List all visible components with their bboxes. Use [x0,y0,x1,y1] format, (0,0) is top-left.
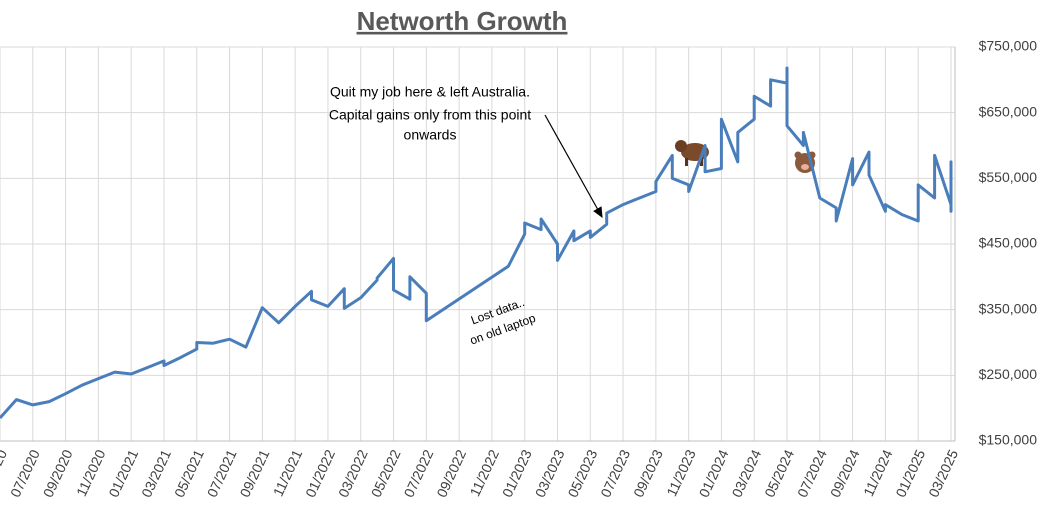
x-tick-label: 03/2023 [532,447,568,500]
x-tick-label: 03/2024 [728,447,764,500]
x-tick-label: 07/2024 [794,447,830,500]
x-tick-label: 01/2024 [696,447,732,500]
x-tick-label: 01/2021 [105,447,141,500]
y-tick-label: $450,000 [979,235,1038,251]
x-tick-label: 05/2024 [761,447,797,500]
x-tick-label: 11/2020 [73,447,109,499]
x-tick-label: 05/2022 [368,447,404,500]
x-tick-label: 07/2022 [400,447,436,500]
annotation: Quit my job here & left Australia. [330,84,530,100]
x-tick-label: 11/2024 [860,447,896,499]
x-tick-label: 11/2021 [270,447,306,499]
x-tick-label: 03/2021 [138,447,174,500]
y-tick-label: $150,000 [979,432,1038,448]
x-tick-label: 07/2023 [597,447,633,500]
x-tick-label: 01/2025 [892,447,928,500]
chart-title: Networth Growth [357,6,568,36]
y-tick-label: $650,000 [979,103,1038,119]
x-tick-label: 01/2022 [302,447,338,500]
x-tick-label: 01/2023 [499,447,535,500]
x-tick-label: 03/2022 [335,447,371,500]
x-tick-label: 07/2020 [7,447,43,500]
x-tick-label: 05/2021 [171,447,207,500]
annotation: onwards [404,127,457,143]
x-tick-label: 05/2023 [564,447,600,500]
x-tick-label: 09/2021 [237,447,273,500]
y-tick-label: $350,000 [979,300,1038,316]
annotation: Capital gains only from this point [329,107,531,123]
x-tick-label: 11/2023 [663,447,699,499]
grid [0,46,955,442]
x-tick-label: 09/2020 [40,447,76,500]
x-tick-label: 07/2021 [204,447,240,500]
x-tick-label: 09/2024 [827,447,863,500]
x-tick-label: 11/2022 [467,447,503,499]
y-tick-label: $250,000 [979,366,1038,382]
y-tick-label: $750,000 [979,38,1038,54]
x-tick-label: 03/2025 [925,447,961,500]
networth-line [0,66,953,419]
x-tick-label: 09/2022 [433,447,469,500]
y-tick-label: $550,000 [979,169,1038,185]
x-tick-label: 09/2023 [630,447,666,500]
annotation-arrow [544,114,603,219]
